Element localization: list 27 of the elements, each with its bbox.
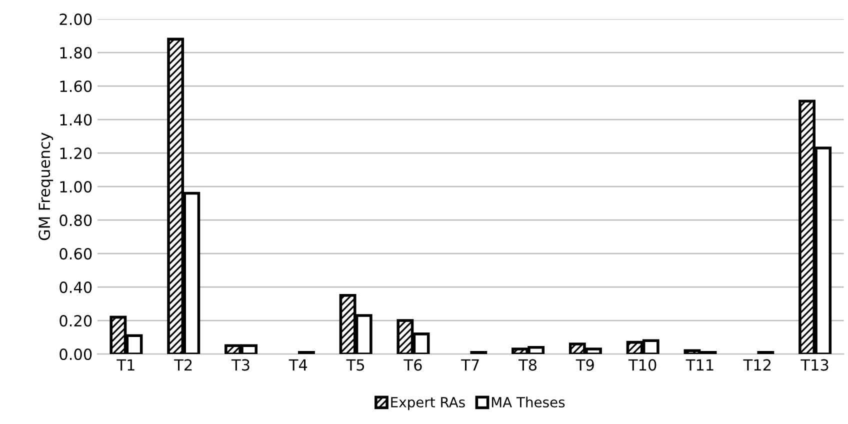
y-tick-label: 0.80 bbox=[60, 214, 92, 226]
y-tick-label: 1.80 bbox=[60, 47, 92, 59]
x-tick-label: T2 bbox=[174, 359, 192, 371]
y-tick-label: 0.40 bbox=[60, 282, 92, 294]
x-tick-label: T6 bbox=[404, 359, 422, 371]
y-tick-label: 0.20 bbox=[60, 315, 92, 327]
x-tick-label: T13 bbox=[800, 359, 828, 371]
y-tick-label: 0.60 bbox=[60, 248, 92, 260]
y-tick-label: 1.60 bbox=[60, 80, 92, 92]
x-tick-label: T11 bbox=[686, 359, 714, 371]
y-tick-label: 1.20 bbox=[60, 148, 92, 160]
x-tick-label: T1 bbox=[116, 359, 134, 371]
x-tick-label: T7 bbox=[461, 359, 479, 371]
y-tick-label: 0.00 bbox=[60, 348, 92, 360]
legend-label: Expert RAs bbox=[391, 397, 465, 410]
x-tick-label: T9 bbox=[576, 359, 594, 371]
y-axis-title: GM Frequency bbox=[38, 132, 54, 240]
x-tick-label: T4 bbox=[288, 359, 308, 371]
x-tick-label: T12 bbox=[743, 359, 771, 371]
y-tick-label: 1.40 bbox=[60, 114, 92, 126]
y-tick-label: 2.00 bbox=[60, 14, 92, 26]
x-tick-label: T10 bbox=[628, 359, 656, 371]
x-tick-label: T3 bbox=[231, 359, 250, 371]
x-tick-label: T5 bbox=[346, 359, 364, 371]
legend-label: MA Theses bbox=[492, 396, 565, 408]
x-tick-label: T8 bbox=[518, 359, 537, 371]
y-tick-label: 1.00 bbox=[60, 181, 92, 193]
